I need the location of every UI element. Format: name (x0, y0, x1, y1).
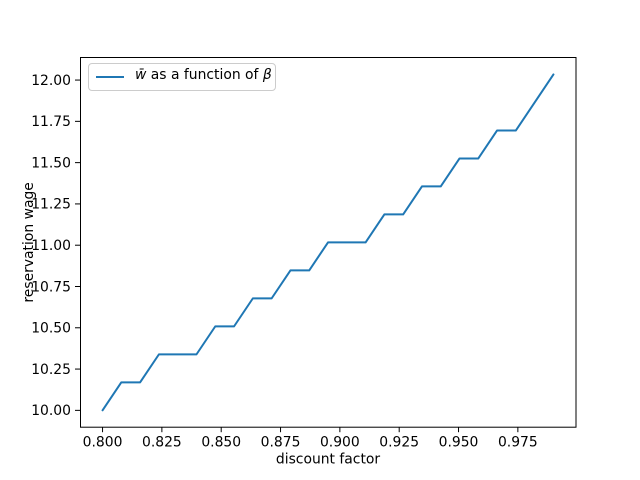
y-tick-label: 10.00 (31, 403, 71, 419)
legend-label-middle: as a function of (146, 67, 263, 84)
x-tick-label: 0.850 (201, 435, 241, 451)
y-tick-label: 10.25 (31, 362, 71, 378)
legend-label: w̄ as a function of β (135, 67, 272, 85)
y-axis-label: reservation wage (21, 182, 37, 302)
y-tick-label: 11.50 (31, 155, 71, 171)
y-tick-label: 11.75 (31, 114, 71, 130)
x-tick-label: 0.800 (83, 435, 123, 451)
x-axis-label: discount factor (276, 452, 381, 468)
y-tick-label: 10.50 (31, 321, 71, 337)
legend: w̄ as a function of β (88, 63, 276, 91)
legend-line-sample (96, 76, 124, 78)
x-tick-label: 0.925 (379, 435, 419, 451)
legend-label-wbar: w̄ (135, 67, 147, 84)
y-tick-label: 11.25 (31, 197, 71, 213)
reservation-wage-line (101, 73, 555, 412)
x-tick-label: 0.875 (261, 435, 301, 451)
axes-spines (80, 57, 577, 428)
legend-label-beta: β (262, 67, 272, 84)
x-tick-label: 0.900 (320, 435, 360, 451)
x-tick-label: 0.825 (142, 435, 182, 451)
y-tick-label: 12.00 (31, 73, 71, 89)
y-tick-label: 11.00 (31, 238, 71, 254)
y-tick-label: 10.75 (31, 279, 71, 295)
x-tick-label: 0.975 (498, 435, 538, 451)
x-tick-label: 0.950 (439, 435, 479, 451)
